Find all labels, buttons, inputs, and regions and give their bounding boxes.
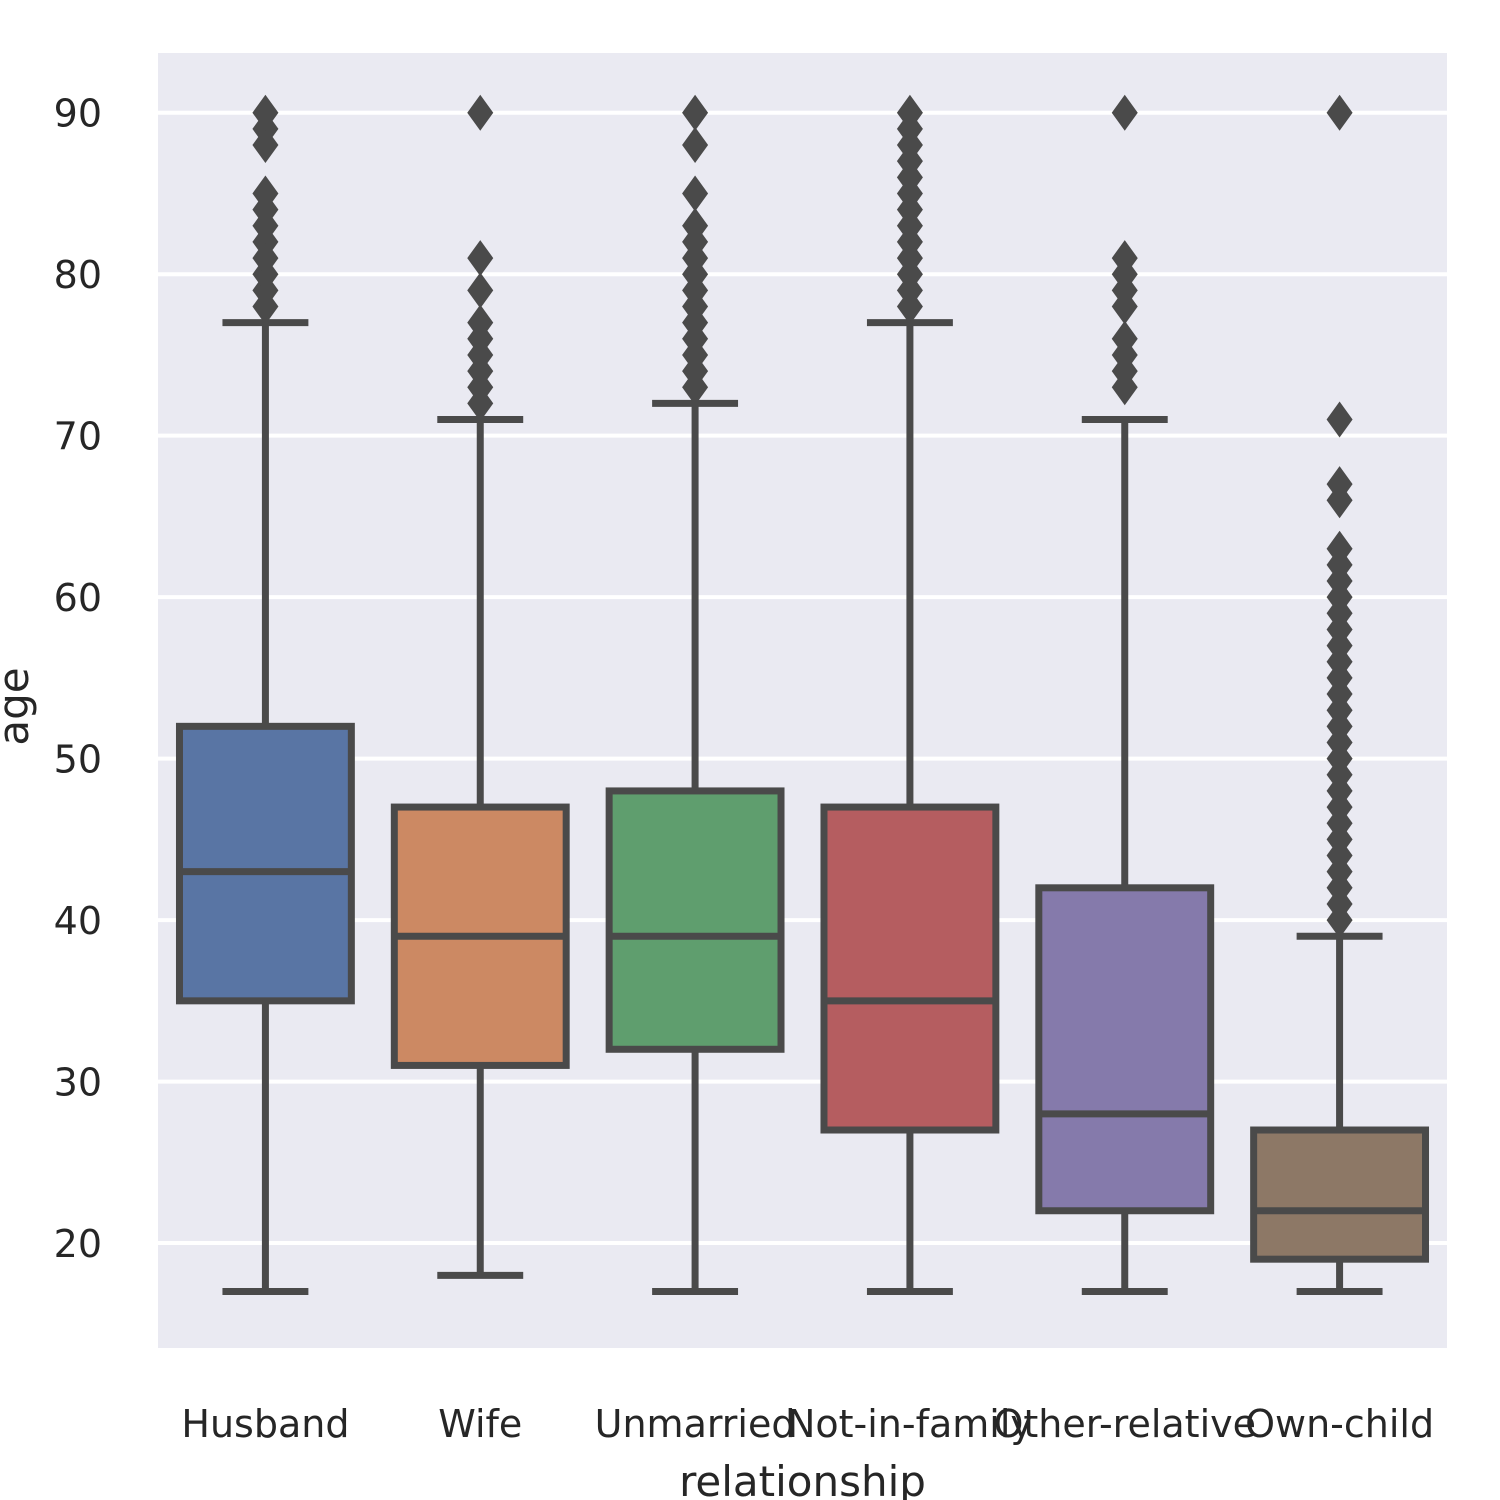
boxes — [175, 94, 1430, 1295]
outlier-point — [682, 127, 709, 164]
outlier-point — [1326, 530, 1353, 567]
outlier-point — [1111, 240, 1138, 277]
outlier-point — [1326, 401, 1353, 438]
outlier-point — [1111, 94, 1138, 131]
box-own-child — [1250, 94, 1430, 1295]
iqr-box — [605, 787, 785, 1053]
outlier-point — [252, 94, 279, 131]
y-axis-title: age — [0, 667, 38, 745]
gridlines — [158, 110, 1447, 1246]
box-other-relative — [1035, 94, 1215, 1295]
x-tick-label: Not-in-family — [787, 1402, 1033, 1446]
x-tick-label: Husband — [181, 1402, 349, 1446]
x-tick-label: Other-relative — [993, 1402, 1256, 1446]
box-husband — [175, 94, 355, 1295]
y-tick-label: 80 — [54, 253, 102, 297]
box-wife — [390, 94, 570, 1279]
outlier-point — [467, 240, 494, 277]
outlier-point — [1326, 94, 1353, 131]
outlier-point — [467, 94, 494, 131]
y-tick-labels: 20 30 40 50 60 70 80 90 — [54, 92, 102, 1266]
box-unmarried — [605, 94, 785, 1295]
iqr-box — [1250, 1126, 1430, 1263]
iqr-box — [175, 722, 355, 1005]
outlier-point — [252, 175, 279, 212]
outlier-point — [682, 207, 709, 244]
x-axis-title: relationship — [679, 1457, 926, 1500]
y-tick-label: 20 — [54, 1222, 102, 1266]
outlier-point — [1111, 320, 1138, 357]
x-tick-label: Unmarried — [595, 1402, 796, 1446]
outlier-point — [467, 304, 494, 341]
outlier-point — [682, 94, 709, 131]
x-tick-label: Own-child — [1245, 1402, 1434, 1446]
y-tick-label: 90 — [54, 92, 102, 136]
plot-area — [158, 53, 1447, 1348]
box-not-in-family — [820, 94, 1000, 1295]
y-tick-label: 40 — [54, 899, 102, 943]
y-tick-label: 50 — [54, 738, 102, 782]
y-tick-label: 70 — [54, 415, 102, 459]
outlier-point — [896, 94, 923, 131]
iqr-box — [820, 803, 1000, 1134]
x-tick-labels: Husband Wife UnmarriedNot-in-familyOther-r… — [181, 1402, 1434, 1446]
x-tick-label: Wife — [438, 1402, 522, 1446]
outlier-point — [1326, 466, 1353, 503]
y-tick-label: 60 — [54, 576, 102, 620]
outlier-point — [682, 175, 709, 212]
y-tick-label: 30 — [54, 1061, 102, 1105]
iqr-box — [1035, 884, 1215, 1215]
outlier-point — [467, 272, 494, 309]
